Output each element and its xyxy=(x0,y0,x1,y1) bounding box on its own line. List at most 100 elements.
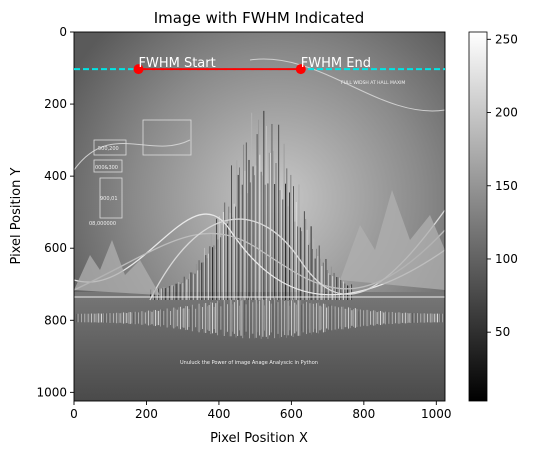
waveform-reflection-bar xyxy=(233,302,235,334)
waveform-bar xyxy=(343,281,344,300)
waveform-reflection-bar xyxy=(435,313,437,323)
waveform-reflection-bar xyxy=(242,297,244,339)
waveform-reflection-bar xyxy=(202,307,203,329)
waveform-reflection-bar xyxy=(148,310,150,326)
colorbar xyxy=(468,31,488,402)
waveform-bar xyxy=(194,273,196,300)
waveform-reflection-bar xyxy=(180,306,181,330)
waveform-reflection-bar xyxy=(348,307,349,329)
waveform-bar xyxy=(191,272,193,300)
waveform-reflection-bar xyxy=(87,313,89,323)
waveform-reflection-bar xyxy=(118,312,119,324)
waveform-reflection-bar xyxy=(373,310,375,326)
waveform-bar xyxy=(168,285,170,300)
waveform-bar xyxy=(210,232,212,300)
waveform-reflection-bar xyxy=(321,306,323,330)
waveform-reflection-bar xyxy=(97,313,99,323)
waveform-reflection-bar xyxy=(358,311,360,325)
waveform-reflection-bar xyxy=(252,302,254,334)
fwhm-start-marker xyxy=(133,64,144,75)
waveform-reflection-bar xyxy=(207,306,208,330)
waveform-bar xyxy=(278,124,280,300)
waveform-reflection-bar xyxy=(223,299,225,337)
waveform-reflection-bar xyxy=(425,313,427,323)
waveform-bar xyxy=(206,258,208,300)
waveform-bar xyxy=(317,256,319,300)
waveform-reflection-bar xyxy=(170,310,171,326)
image-text-scale-1: 500,200 xyxy=(98,146,119,152)
waveform-bar xyxy=(237,174,239,300)
x-tick-label: 1000 xyxy=(421,407,452,421)
waveform-reflection-bar xyxy=(284,300,286,336)
x-tick-label: 800 xyxy=(352,407,375,421)
waveform-bar xyxy=(347,285,348,300)
waveform-reflection-bar xyxy=(269,300,270,336)
waveform-reflection-bar xyxy=(378,311,380,325)
waveform-reflection-bar xyxy=(270,303,272,333)
waveform-reflection-bar xyxy=(228,299,230,337)
waveform-bar xyxy=(199,270,201,300)
waveform-reflection-bar xyxy=(304,300,306,336)
waveform-reflection-bar xyxy=(265,299,267,337)
waveform-reflection-bar xyxy=(364,311,366,325)
waveform-bar xyxy=(263,110,265,300)
waveform-reflection-bar xyxy=(442,313,444,323)
waveform-reflection-bar xyxy=(77,313,79,323)
waveform-reflection-bar xyxy=(428,313,430,323)
waveform-reflection-bar xyxy=(198,303,200,333)
waveform-reflection-bar xyxy=(380,310,381,326)
y-tick-label: 800 xyxy=(44,313,67,327)
waveform-reflection-bar xyxy=(302,303,304,333)
waveform-bar xyxy=(235,206,236,300)
waveform-bar xyxy=(321,266,323,300)
waveform-reflection-bar xyxy=(279,297,281,339)
waveform-reflection-bar xyxy=(401,313,403,323)
waveform-bars xyxy=(76,110,445,339)
waveform-bar xyxy=(224,202,226,300)
waveform-reflection-bar xyxy=(312,303,314,333)
waveform-reflection-bar xyxy=(396,312,398,324)
waveform-reflection-bar xyxy=(307,306,309,330)
waveform-reflection-bar xyxy=(139,311,141,325)
waveform-bar xyxy=(214,249,216,300)
waveform-reflection-bar xyxy=(215,303,217,333)
waveform-bar xyxy=(195,264,197,300)
waveform-reflection-bar xyxy=(134,311,136,325)
waveform-bar xyxy=(239,167,240,300)
waveform-bar xyxy=(326,270,328,300)
waveform-bar xyxy=(266,125,267,301)
y-axis-label: Pixel Position Y xyxy=(9,167,24,264)
waveform-bar xyxy=(244,170,246,300)
waveform-reflection-bar xyxy=(220,306,222,330)
waveform-reflection-bar xyxy=(106,313,108,323)
waveform-reflection-bar xyxy=(151,311,153,325)
waveform-bar xyxy=(320,258,321,300)
waveform-reflection-bar xyxy=(333,309,334,327)
waveform-reflection-bar xyxy=(126,313,128,323)
waveform-reflection-bar xyxy=(420,313,422,323)
waveform-reflection-bar xyxy=(94,313,96,323)
waveform-reflection-bar xyxy=(376,312,378,324)
waveform-bar xyxy=(175,283,177,300)
fwhm-end-label: FWHM End xyxy=(301,56,371,71)
waveform-bar xyxy=(236,160,238,300)
colorbar-tick-label: 150 xyxy=(495,179,518,193)
waveform-reflection-bar xyxy=(82,313,84,323)
waveform-reflection-bar xyxy=(259,300,260,336)
y-tick-label: 0 xyxy=(59,25,67,39)
waveform-bar xyxy=(205,255,207,300)
waveform-bar xyxy=(163,287,165,300)
colorbar-ticks: 50 100 150 200 250 xyxy=(487,32,518,339)
waveform-reflection-bar xyxy=(81,313,82,323)
waveform-reflection-bar xyxy=(154,309,156,327)
waveform-reflection-bar xyxy=(344,308,346,328)
waveform-reflection-bar xyxy=(322,303,324,333)
waveform-bar xyxy=(267,183,269,300)
waveform-bar xyxy=(309,243,311,300)
waveform-reflection-bar xyxy=(386,311,388,325)
waveform-reflection-bar xyxy=(212,302,213,334)
waveform-reflection-bar xyxy=(141,311,143,325)
waveform-bar xyxy=(160,288,162,300)
waveform-reflection-bar xyxy=(301,304,302,332)
